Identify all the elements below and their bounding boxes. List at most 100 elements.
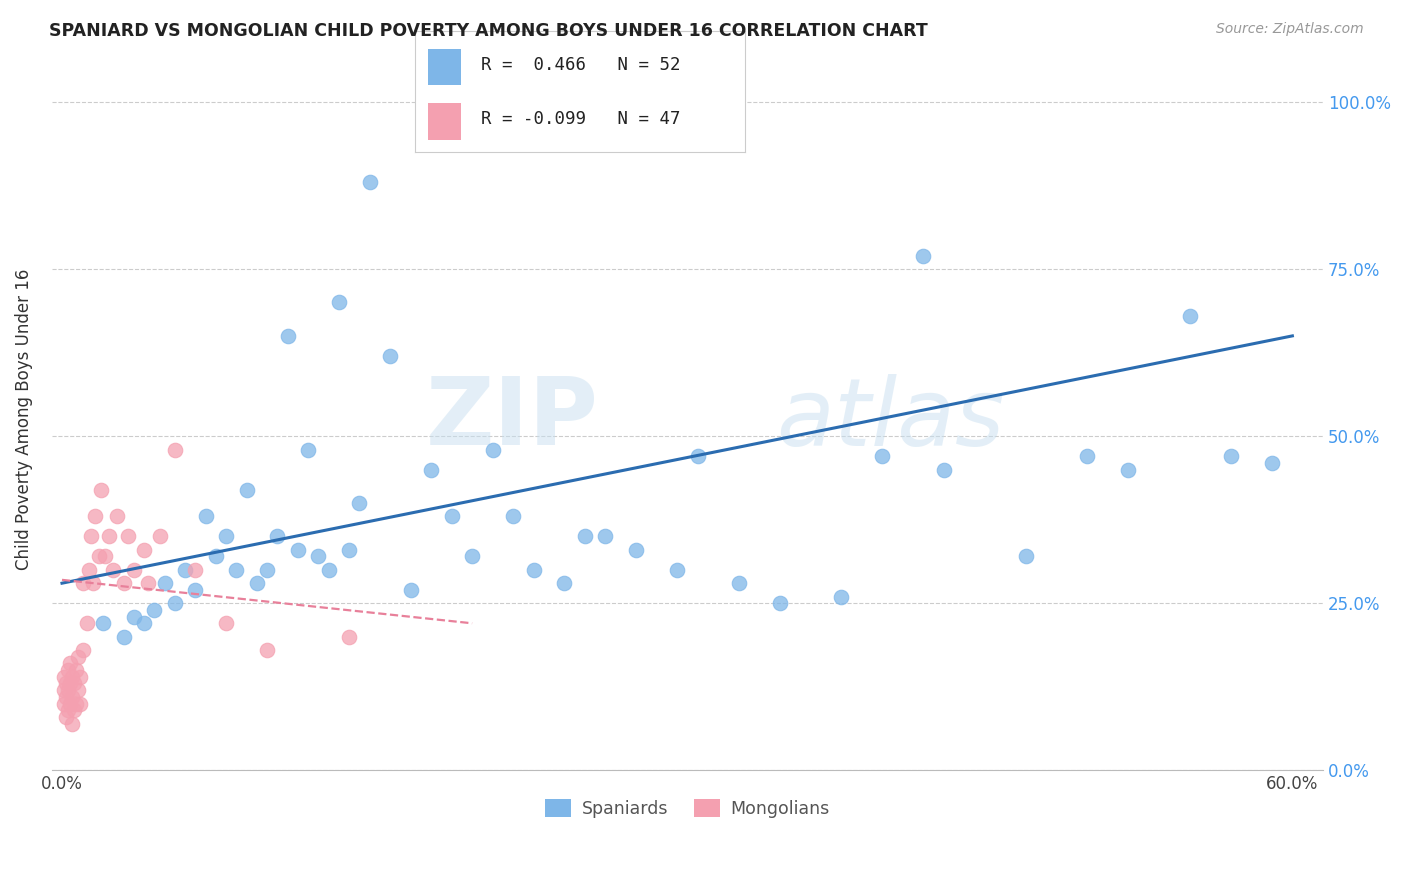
Point [153, 576, 176, 591]
Point [56, 703, 79, 717]
Point [686, 449, 709, 463]
Point [65, 697, 87, 711]
Point [67, 683, 90, 698]
Point [184, 563, 207, 577]
Point [91, 616, 114, 631]
Point [1261, 456, 1284, 470]
Point [235, 483, 257, 497]
Point [769, 596, 792, 610]
Point [55, 710, 77, 724]
Point [1015, 549, 1038, 564]
Point [122, 609, 145, 624]
Point [481, 442, 503, 457]
Point [337, 630, 360, 644]
Point [136, 576, 159, 591]
Point [98, 529, 121, 543]
Point [53, 697, 76, 711]
Text: R =  0.466   N = 52: R = 0.466 N = 52 [481, 56, 681, 74]
Point [297, 442, 319, 457]
Point [912, 249, 935, 263]
Point [67, 649, 90, 664]
Point [103, 563, 125, 577]
Legend: Spaniards, Mongolians: Spaniards, Mongolians [538, 792, 837, 825]
Point [56, 663, 79, 677]
Point [349, 496, 371, 510]
Point [76, 616, 98, 631]
Point [666, 563, 689, 577]
Point [163, 596, 186, 610]
Point [870, 449, 893, 463]
Point [63, 703, 86, 717]
Point [55, 676, 77, 690]
Point [574, 529, 596, 543]
Point [69, 697, 91, 711]
Point [72, 576, 94, 591]
Text: ZIP: ZIP [426, 374, 599, 466]
Point [83, 509, 105, 524]
Point [624, 542, 647, 557]
Point [60, 670, 83, 684]
Point [60, 716, 83, 731]
Point [215, 616, 238, 631]
Point [69, 670, 91, 684]
Text: R = -0.099   N = 47: R = -0.099 N = 47 [481, 110, 681, 128]
Point [727, 576, 749, 591]
Point [225, 563, 247, 577]
Point [287, 542, 309, 557]
Point [215, 529, 238, 543]
Point [53, 670, 76, 684]
Point [420, 462, 443, 476]
Point [328, 295, 350, 310]
Point [90, 483, 112, 497]
Point [440, 509, 463, 524]
Point [204, 549, 226, 564]
Point [359, 175, 381, 189]
Point [105, 509, 128, 524]
Point [94, 549, 117, 564]
Point [122, 563, 145, 577]
Text: Source: ZipAtlas.com: Source: ZipAtlas.com [1216, 22, 1364, 37]
Point [65, 663, 87, 677]
Point [59, 676, 82, 690]
Bar [427, 49, 461, 86]
Point [60, 690, 83, 704]
Point [266, 529, 288, 543]
Point [80, 529, 103, 543]
Point [595, 529, 617, 543]
Point [1076, 449, 1098, 463]
Point [77, 563, 100, 577]
Point [378, 349, 401, 363]
Point [53, 683, 76, 698]
Point [307, 549, 329, 564]
Point [174, 563, 197, 577]
Point [277, 329, 299, 343]
Point [59, 657, 82, 671]
Point [256, 643, 278, 657]
Point [117, 529, 139, 543]
Point [830, 590, 852, 604]
Point [163, 442, 186, 457]
Point [56, 683, 79, 698]
Y-axis label: Child Poverty Among Boys Under 16: Child Poverty Among Boys Under 16 [15, 268, 32, 570]
Point [461, 549, 484, 564]
Point [1118, 462, 1140, 476]
Point [337, 542, 360, 557]
Bar [427, 103, 461, 139]
Point [112, 576, 135, 591]
Point [256, 563, 278, 577]
Point [194, 509, 217, 524]
Point [132, 616, 155, 631]
Point [502, 509, 524, 524]
Point [143, 603, 166, 617]
Point [149, 529, 172, 543]
Text: atlas: atlas [776, 374, 1005, 465]
Point [112, 630, 135, 644]
Point [318, 563, 340, 577]
Point [132, 542, 155, 557]
Point [246, 576, 269, 591]
Point [82, 576, 104, 591]
Point [63, 676, 86, 690]
Point [59, 697, 82, 711]
Point [399, 582, 422, 597]
Point [1219, 449, 1241, 463]
